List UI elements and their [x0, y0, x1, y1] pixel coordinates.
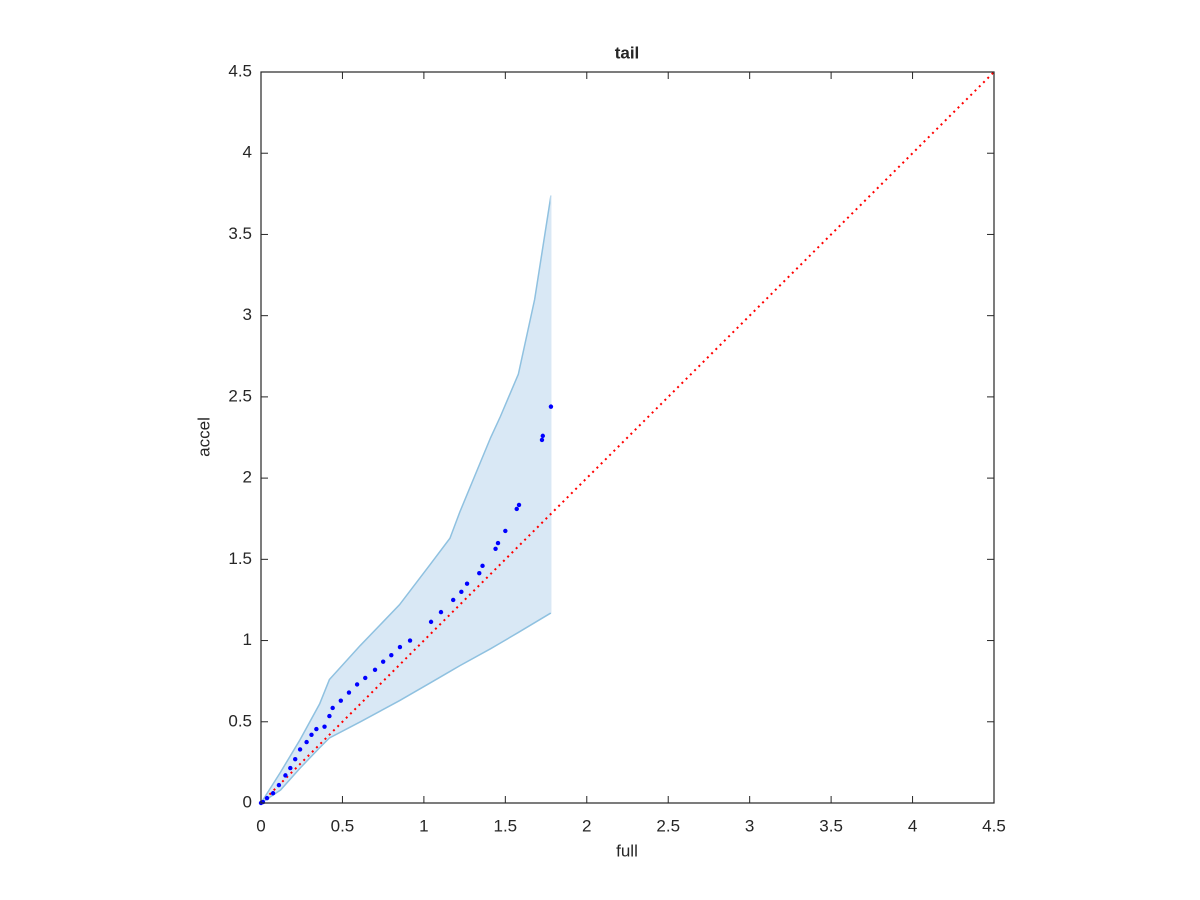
point: [327, 713, 332, 719]
point: [380, 659, 386, 664]
x-tick-label: 1.5: [494, 816, 518, 835]
point: [293, 756, 298, 762]
x-tick-label: 2.5: [656, 816, 680, 835]
y-tick-label: 3.5: [228, 224, 252, 243]
point: [514, 506, 519, 512]
x-axis-label: full: [616, 841, 638, 860]
point: [516, 502, 522, 508]
x-tick-label: 3: [745, 816, 754, 835]
point: [464, 581, 470, 586]
axes-box: [260, 71, 995, 804]
point: [330, 705, 335, 711]
point: [314, 726, 319, 732]
y-tick-label: 1.5: [228, 549, 252, 568]
point: [338, 698, 344, 703]
point: [354, 682, 360, 687]
x-tick-label: 3.5: [819, 816, 843, 835]
chart-title: tail: [615, 43, 640, 62]
point: [493, 546, 498, 551]
y-tick-label: 0: [243, 792, 252, 811]
point: [407, 638, 413, 643]
x-tick-label: 0: [256, 816, 265, 835]
y-axis-label: accel: [194, 417, 213, 457]
x-tick-label: 4.5: [982, 816, 1006, 835]
y-tick-label: 2: [243, 468, 252, 487]
point: [459, 589, 464, 595]
point: [276, 782, 282, 788]
point: [270, 791, 276, 796]
reference-line: [260, 71, 995, 804]
y-tick-label: 2.5: [228, 386, 252, 405]
point: [389, 652, 394, 658]
point: [477, 570, 482, 576]
point: [309, 732, 314, 737]
point: [438, 609, 444, 615]
x-tick-label: 4: [908, 816, 917, 835]
point: [264, 795, 270, 801]
x-tick-label: 0.5: [331, 816, 355, 835]
point: [363, 675, 368, 681]
point: [372, 667, 378, 672]
point: [428, 619, 434, 625]
band-upper: [260, 195, 552, 804]
y-tick-label: 4: [243, 143, 252, 162]
point: [503, 528, 508, 534]
point: [451, 597, 456, 603]
y-tick-label: 0.5: [228, 711, 252, 730]
point: [346, 690, 352, 695]
point: [297, 747, 303, 752]
confidence-band: [261, 195, 551, 804]
y-tick-label: 4.5: [228, 61, 252, 80]
point: [495, 540, 501, 546]
point: [539, 437, 545, 443]
point: [283, 773, 288, 778]
point: [288, 765, 293, 771]
point: [480, 563, 485, 569]
x-tick-label: 1: [419, 816, 428, 835]
x-tick-label: 2: [582, 816, 591, 835]
point: [548, 404, 554, 409]
point: [322, 724, 327, 729]
point: [540, 433, 545, 439]
y-tick-label: 3: [243, 305, 252, 324]
point: [304, 739, 309, 745]
point: [397, 644, 403, 650]
band-lower: [260, 612, 552, 804]
y-tick-label: 1: [243, 630, 252, 649]
